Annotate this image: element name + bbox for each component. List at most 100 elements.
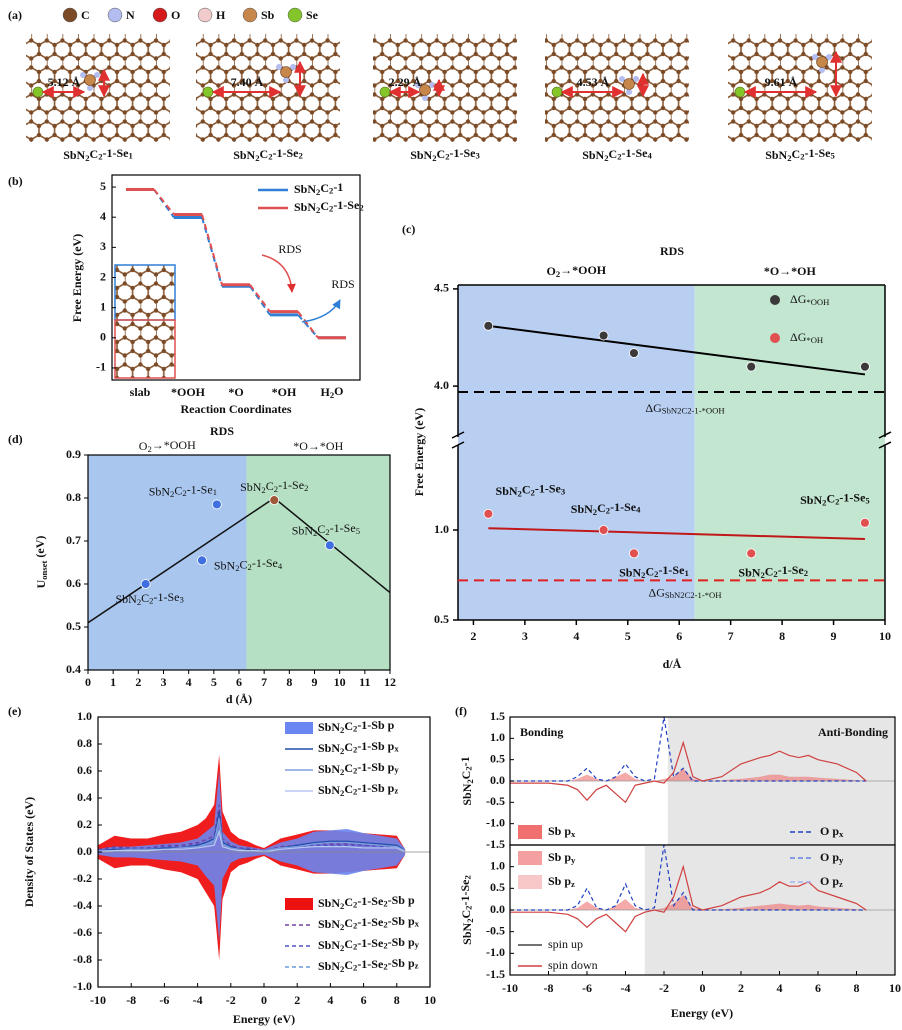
x-tick-label: *O bbox=[228, 385, 243, 399]
text-part: SbN bbox=[318, 720, 340, 734]
text-part: C bbox=[320, 199, 329, 213]
sb-atom bbox=[280, 66, 292, 78]
y-tick-label: 1.5 bbox=[490, 709, 505, 723]
x-tick-label: -2 bbox=[659, 981, 669, 995]
y-tick-label: 0.4 bbox=[77, 790, 92, 804]
y-tick-label: 0.5 bbox=[66, 619, 81, 633]
y-axis-label: Uonset (eV) bbox=[33, 536, 49, 589]
text-part: -1-Se bbox=[535, 481, 562, 495]
region-label: Anti-Bonding bbox=[818, 725, 888, 739]
text-part: -1-Se bbox=[357, 915, 384, 929]
y-axis-label: Free Energy (eV) bbox=[70, 234, 84, 322]
x-axis-label: Energy (eV) bbox=[233, 1012, 295, 1026]
y-tick-label: -0.8 bbox=[73, 952, 92, 966]
text-part: 2 bbox=[353, 766, 357, 776]
text-part: -1-Sb p bbox=[357, 781, 394, 795]
legend-label: O py bbox=[820, 850, 844, 865]
y-tick-label: -0.5 bbox=[486, 923, 505, 937]
text-part: z bbox=[571, 879, 575, 889]
point-label: SbN2C2-1-Se3 bbox=[115, 590, 183, 607]
text-part: 2 bbox=[556, 269, 560, 279]
legend-label: spin down bbox=[548, 958, 598, 972]
text-part: -Sb p bbox=[388, 956, 415, 970]
text-part: SbN bbox=[318, 896, 340, 910]
text-part: -1-Se bbox=[252, 556, 278, 570]
se-atom bbox=[551, 86, 563, 98]
text-part: C bbox=[344, 761, 353, 775]
text-part: O bbox=[334, 384, 343, 398]
text-part: -1-Se bbox=[658, 563, 685, 577]
y-tick-label: 0.2 bbox=[77, 817, 92, 831]
y-tick-label: 0.0 bbox=[77, 844, 92, 858]
x-axis-label: d (Å) bbox=[226, 692, 252, 706]
text-part: H bbox=[321, 385, 331, 399]
connector bbox=[153, 188, 175, 216]
text-part: 1 bbox=[129, 151, 133, 161]
annotation: RDS bbox=[278, 242, 301, 256]
structure-label: SbN2C2-1-Se4 bbox=[582, 146, 652, 163]
x-tick-label: 6 bbox=[676, 629, 682, 643]
point-label: SbN2C2-1-Se5 bbox=[292, 521, 360, 538]
spin-down-line bbox=[510, 864, 867, 933]
x-tick-label: 5 bbox=[625, 629, 631, 643]
se-atom bbox=[734, 86, 746, 98]
text-part: Sb p bbox=[548, 824, 571, 838]
axis-break bbox=[451, 431, 465, 449]
region-label: O2→*OOH bbox=[139, 438, 196, 454]
data-point bbox=[746, 548, 757, 559]
atom-legend-label: Sb bbox=[261, 8, 275, 22]
text-part: 2 bbox=[787, 153, 791, 163]
text-part: 2 bbox=[340, 901, 344, 911]
text-part: x bbox=[415, 919, 420, 929]
data-point bbox=[324, 540, 335, 551]
text-part: -1-Se bbox=[778, 563, 805, 577]
point-label: SbN2C2-1-Se3 bbox=[496, 481, 566, 498]
x-tick-label: -8 bbox=[126, 993, 136, 1007]
text-part: O bbox=[546, 264, 555, 278]
x-tick-label: 0 bbox=[85, 675, 91, 689]
text-part: C bbox=[344, 782, 353, 796]
text-part: C bbox=[792, 147, 801, 161]
text-part: 2 bbox=[804, 568, 808, 578]
atom-legend-label: O bbox=[171, 8, 180, 22]
legend-label: ΔG*OOH bbox=[790, 292, 829, 307]
text-part: C bbox=[260, 147, 269, 161]
structure-image bbox=[196, 34, 340, 142]
legend-swatch bbox=[770, 333, 780, 343]
text-part: →*OOH bbox=[560, 263, 607, 277]
text-part: SbN bbox=[738, 565, 760, 579]
text-part: 2 bbox=[383, 962, 387, 972]
text-part: -Sb p bbox=[388, 914, 415, 928]
n-atom bbox=[276, 64, 282, 70]
y-tick-label: -0.2 bbox=[73, 871, 92, 885]
x-tick-label: 2 bbox=[470, 629, 476, 643]
data-point bbox=[860, 517, 870, 528]
data-point bbox=[629, 548, 639, 559]
atom-legend-label: Se bbox=[306, 8, 319, 22]
text-part: C bbox=[609, 147, 618, 161]
x-tick-label: 7 bbox=[728, 629, 734, 643]
text-part: 2 bbox=[445, 152, 449, 162]
text-part: onset bbox=[39, 560, 49, 579]
text-part: 2 bbox=[518, 489, 522, 499]
text-part: -Sb p bbox=[388, 893, 415, 907]
legend-swatch bbox=[770, 295, 780, 305]
text-part: 2 bbox=[353, 942, 357, 952]
region-label: O2→*OOH bbox=[546, 263, 606, 279]
text-part: -1-Se bbox=[357, 894, 384, 908]
y-tick-label: 1.0 bbox=[490, 730, 505, 744]
x-tick-label: 10 bbox=[889, 981, 901, 995]
text-part: -1-Se bbox=[458, 879, 472, 906]
annotation: RDS bbox=[331, 277, 354, 291]
structure-image bbox=[545, 34, 689, 142]
x-axis-label: d/Å bbox=[663, 657, 682, 671]
text-part: SbN bbox=[410, 148, 432, 162]
y-tick-label: 1.0 bbox=[77, 709, 92, 723]
data-point bbox=[629, 348, 639, 358]
text-part: 4 bbox=[648, 151, 653, 161]
x-tick-label: *OOH bbox=[171, 385, 206, 399]
data-point bbox=[598, 525, 609, 535]
text-part: 2 bbox=[304, 483, 308, 493]
reference-label: ΔGSbN2C2-1-*OH bbox=[649, 585, 722, 600]
annotation-arrow bbox=[301, 299, 341, 323]
